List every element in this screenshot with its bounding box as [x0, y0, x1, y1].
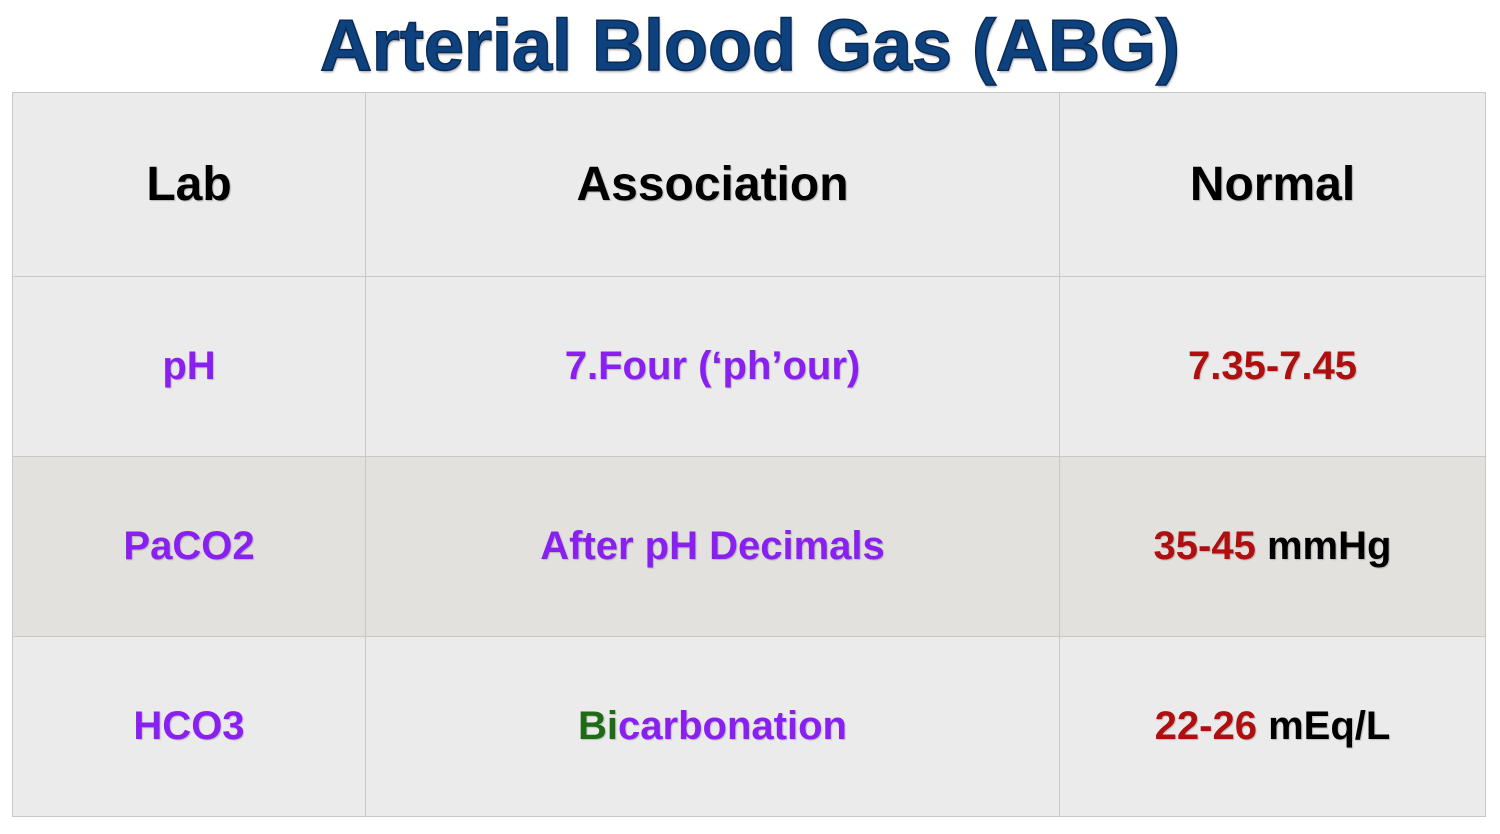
cell-text: After pH Decimals [540, 524, 885, 568]
table-cell: 35-45 mmHg [1059, 456, 1486, 637]
cell-text: mEq/L [1256, 704, 1391, 748]
cell-text: HCO3 [133, 704, 245, 748]
table-cell: 7.Four (‘ph’our) [365, 276, 1060, 457]
cell-text: pH [162, 344, 216, 388]
table-body: pH 7.Four (‘ph’our) 7.35-7.45 PaCO2 After pH… [12, 276, 1486, 817]
cell-text: 22-26 [1154, 704, 1257, 748]
abg-table: Lab Association Normal pH 7.Four (‘ph’our) 7… [12, 92, 1486, 817]
table-row: pH 7.Four (‘ph’our) 7.35-7.45 [12, 276, 1486, 457]
table-cell: After pH Decimals [365, 456, 1060, 637]
cell-text: Bi [578, 704, 619, 748]
cell-text: carbonation [618, 704, 847, 748]
cell-text: 7.35-7.45 [1187, 344, 1358, 388]
title: Arterial Blood Gas (ABG) [319, 5, 1181, 87]
cell-text: 7.Four (‘ph’our) [564, 344, 861, 388]
table-row: PaCO2 After pH Decimals 35-45 mmHg [12, 456, 1486, 637]
table-cell: HCO3 [12, 636, 366, 817]
header-row: Lab Association Normal [12, 92, 1486, 277]
cell-text: 35-45 [1153, 524, 1256, 568]
table-cell: 7.35-7.45 [1059, 276, 1486, 457]
header-cell: Lab [12, 92, 366, 277]
table-cell: pH [12, 276, 366, 457]
cell-text: PaCO2 [123, 524, 255, 568]
header-cell: Normal [1059, 92, 1486, 277]
table-row: HCO3 Bicarbonation 22-26 mEq/L [12, 636, 1486, 817]
table-cell: 22-26 mEq/L [1059, 636, 1486, 817]
header-cell: Association [365, 92, 1060, 277]
table-cell: PaCO2 [12, 456, 366, 637]
table-cell: Bicarbonation [365, 636, 1060, 817]
cell-text: mmHg [1255, 524, 1392, 568]
